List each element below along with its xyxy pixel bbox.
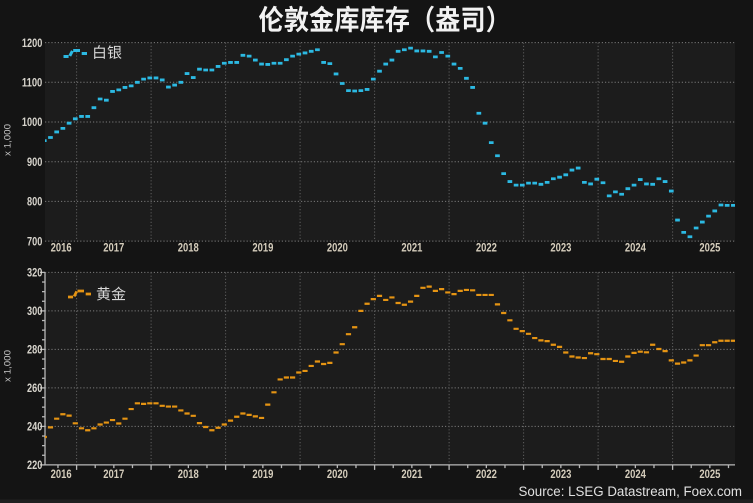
svg-text:2016: 2016 xyxy=(51,467,72,481)
svg-text:320: 320 xyxy=(27,266,43,280)
svg-text:900: 900 xyxy=(27,155,43,169)
svg-text:2025: 2025 xyxy=(699,241,720,255)
svg-text:Source: LSEG Datastream, Foex.: Source: LSEG Datastream, Foex.com xyxy=(519,484,743,499)
svg-text:2018: 2018 xyxy=(178,241,199,255)
svg-text:2021: 2021 xyxy=(401,241,422,255)
svg-text:x 1,000: x 1,000 xyxy=(3,350,14,382)
svg-text:240: 240 xyxy=(27,420,43,434)
svg-text:800: 800 xyxy=(27,195,43,209)
svg-text:700: 700 xyxy=(27,234,43,248)
svg-text:1000: 1000 xyxy=(22,115,43,129)
svg-text:220: 220 xyxy=(27,458,43,472)
svg-text:1200: 1200 xyxy=(22,36,43,50)
svg-text:2020: 2020 xyxy=(327,467,348,481)
svg-text:1100: 1100 xyxy=(22,76,43,90)
svg-text:2017: 2017 xyxy=(103,241,124,255)
svg-text:2025: 2025 xyxy=(699,467,720,481)
svg-text:2017: 2017 xyxy=(103,467,124,481)
svg-text:x 1,000: x 1,000 xyxy=(3,124,14,156)
svg-text:2019: 2019 xyxy=(252,467,273,481)
svg-text:300: 300 xyxy=(27,304,43,318)
svg-text:2022: 2022 xyxy=(476,241,497,255)
svg-text:2016: 2016 xyxy=(51,241,72,255)
svg-text:2024: 2024 xyxy=(625,467,646,481)
svg-text:2023: 2023 xyxy=(550,241,571,255)
svg-text:2022: 2022 xyxy=(476,467,497,481)
svg-text:2023: 2023 xyxy=(550,467,571,481)
svg-text:2024: 2024 xyxy=(625,241,646,255)
svg-text:2018: 2018 xyxy=(178,467,199,481)
svg-text:280: 280 xyxy=(27,343,43,357)
svg-text:2021: 2021 xyxy=(401,467,422,481)
svg-text:260: 260 xyxy=(27,381,43,395)
svg-text:2019: 2019 xyxy=(252,241,273,255)
svg-text:2020: 2020 xyxy=(327,241,348,255)
